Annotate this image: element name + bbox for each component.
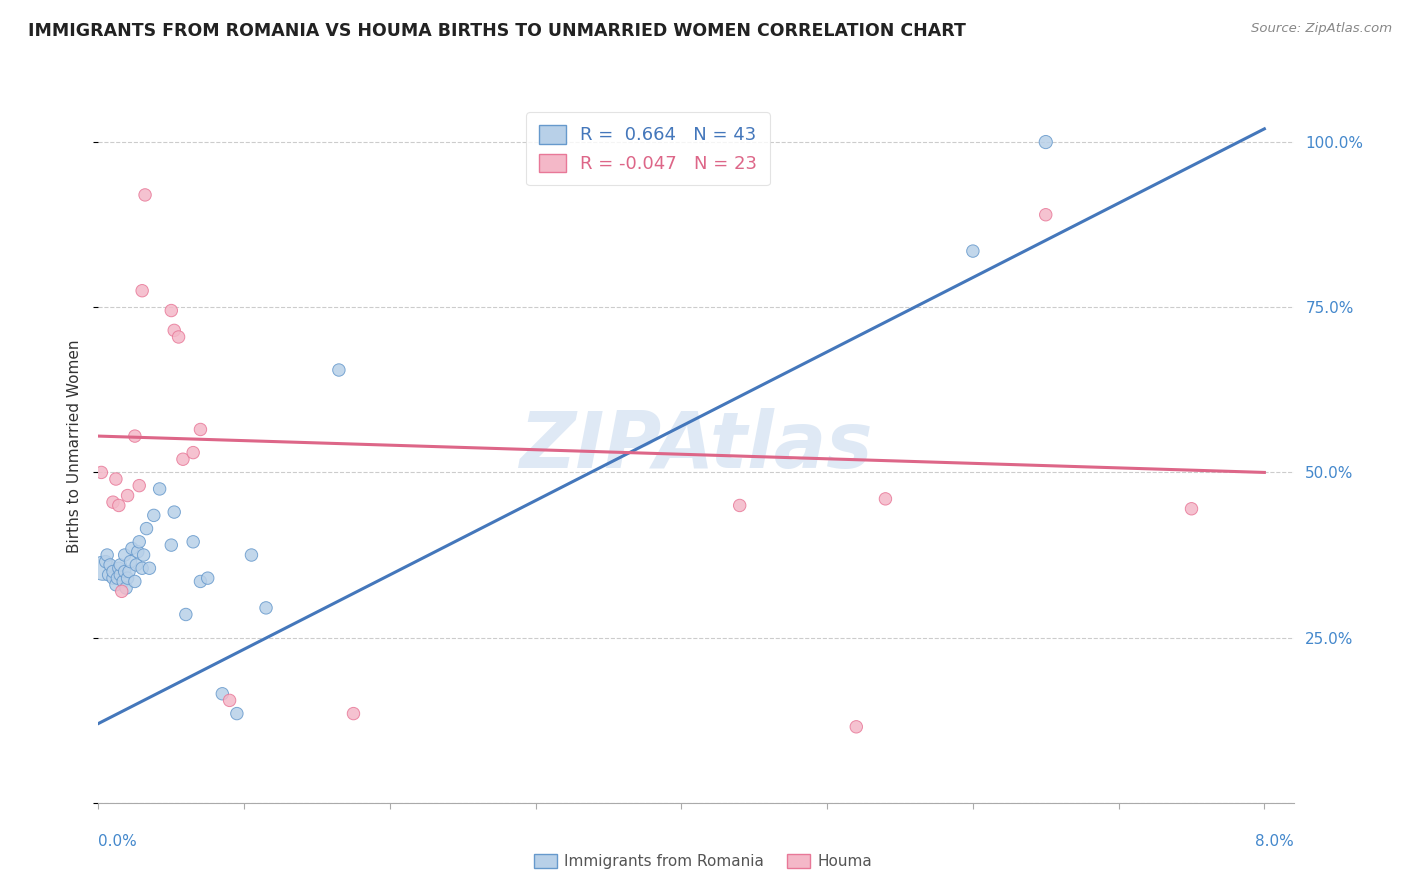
- Point: [190, 574, 212, 589]
- Point: [117, 571, 139, 585]
- Point: [118, 565, 141, 579]
- Point: [110, 567, 132, 582]
- Point: [121, 541, 143, 556]
- Point: [131, 561, 153, 575]
- Point: [172, 452, 194, 467]
- Text: 8.0%: 8.0%: [1254, 834, 1294, 849]
- Point: [1180, 501, 1202, 516]
- Text: 0.0%: 0.0%: [98, 834, 138, 849]
- Point: [211, 687, 233, 701]
- Point: [132, 548, 155, 562]
- Text: Source: ZipAtlas.com: Source: ZipAtlas.com: [1251, 22, 1392, 36]
- Point: [328, 363, 350, 377]
- Point: [115, 581, 138, 595]
- Point: [120, 555, 142, 569]
- Point: [125, 558, 148, 572]
- Point: [128, 478, 150, 492]
- Text: IMMIGRANTS FROM ROMANIA VS HOUMA BIRTHS TO UNMARRIED WOMEN CORRELATION CHART: IMMIGRANTS FROM ROMANIA VS HOUMA BIRTHS …: [28, 22, 966, 40]
- Point: [131, 284, 153, 298]
- Point: [342, 706, 364, 721]
- Point: [101, 495, 124, 509]
- Point: [110, 558, 132, 572]
- Point: [163, 323, 186, 337]
- Point: [1035, 135, 1057, 149]
- Point: [124, 574, 146, 589]
- Point: [112, 574, 135, 589]
- Y-axis label: Births to Unmarried Women: Births to Unmarried Women: [67, 339, 83, 553]
- Point: [104, 472, 127, 486]
- Point: [98, 558, 121, 572]
- Point: [101, 565, 124, 579]
- Point: [174, 607, 197, 622]
- Point: [254, 600, 277, 615]
- Point: [138, 561, 160, 575]
- Point: [962, 244, 984, 258]
- Point: [90, 466, 112, 480]
- Point: [114, 565, 136, 579]
- Point: [142, 508, 165, 523]
- Point: [160, 303, 183, 318]
- Point: [104, 578, 127, 592]
- Point: [114, 548, 136, 562]
- Point: [135, 522, 157, 536]
- Point: [181, 445, 204, 459]
- Point: [97, 567, 120, 582]
- Point: [105, 571, 128, 585]
- Point: [96, 548, 118, 562]
- Point: [149, 482, 172, 496]
- Point: [728, 499, 751, 513]
- Point: [875, 491, 897, 506]
- Legend: Immigrants from Romania, Houma: Immigrants from Romania, Houma: [527, 848, 879, 875]
- Point: [225, 706, 247, 721]
- Point: [163, 505, 186, 519]
- Point: [134, 188, 156, 202]
- Point: [127, 545, 149, 559]
- Point: [240, 548, 263, 562]
- Point: [94, 555, 117, 569]
- Point: [108, 561, 131, 575]
- Point: [160, 538, 183, 552]
- Point: [91, 561, 114, 575]
- Point: [1035, 208, 1057, 222]
- Text: ZIPAtlas: ZIPAtlas: [519, 408, 873, 484]
- Point: [117, 489, 139, 503]
- Point: [197, 571, 219, 585]
- Point: [111, 584, 134, 599]
- Point: [124, 429, 146, 443]
- Point: [101, 571, 124, 585]
- Point: [167, 330, 190, 344]
- Point: [218, 693, 240, 707]
- Point: [128, 534, 150, 549]
- Point: [845, 720, 868, 734]
- Point: [190, 422, 212, 436]
- Point: [108, 499, 131, 513]
- Point: [181, 534, 204, 549]
- Legend: R =  0.664   N = 43, R = -0.047   N = 23: R = 0.664 N = 43, R = -0.047 N = 23: [526, 112, 770, 186]
